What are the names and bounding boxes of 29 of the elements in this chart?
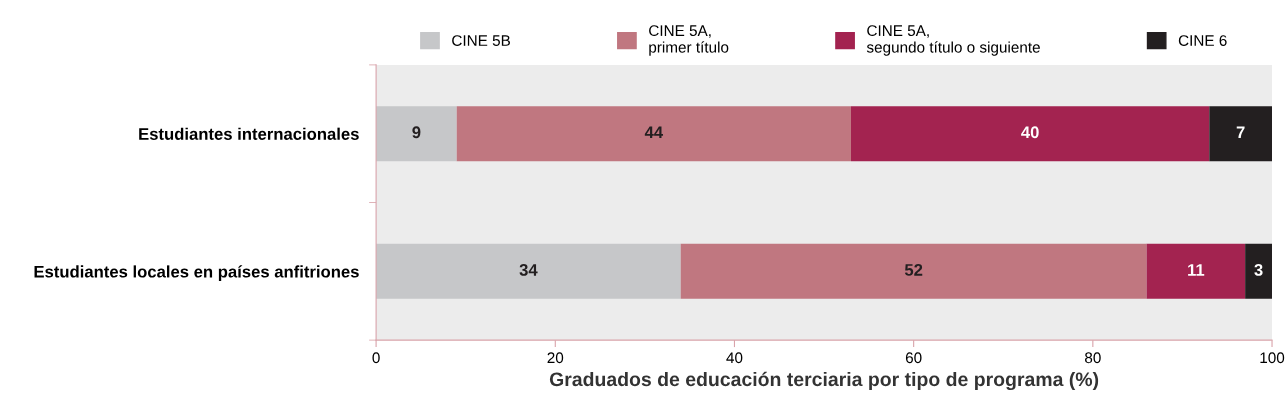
data-label: 40 — [1021, 126, 1039, 139]
x-tick-label: 0 — [372, 352, 380, 364]
y-tick-label: Estudiantes locales en países anfitriones — [34, 265, 359, 281]
y-tick-label: Estudiantes internacionales — [139, 127, 359, 140]
legend-label: CINE 5A, segundo título o siguiente — [866, 25, 1040, 56]
data-label: 52 — [904, 263, 923, 276]
legend-label: CINE 5A, primer título — [649, 25, 729, 56]
legend-label: CINE 5B — [452, 35, 510, 46]
x-tick-label: 40 — [726, 352, 743, 364]
data-label: 7 — [1236, 126, 1245, 139]
x-tick-label: 100 — [1260, 352, 1285, 364]
bar — [1146, 243, 1246, 299]
legend-label: CINE 6 — [1178, 35, 1227, 46]
bar — [1209, 106, 1273, 162]
data-label: 44 — [644, 126, 664, 139]
x-tick-label: 20 — [547, 352, 564, 364]
x-axis-title: Graduados de educación terciaria por tipo de programa (%) — [549, 371, 1099, 391]
x-tick-label: 80 — [1085, 352, 1101, 364]
data-label: 3 — [1254, 263, 1263, 276]
bar — [456, 106, 851, 162]
data-label: 11 — [1188, 264, 1205, 276]
bar — [376, 106, 457, 162]
bar — [680, 243, 1147, 299]
data-label: 9 — [412, 126, 421, 139]
bar — [376, 243, 681, 299]
bar — [850, 106, 1210, 162]
bar — [1245, 243, 1273, 299]
data-label: 34 — [519, 263, 538, 276]
x-tick-label: 60 — [905, 352, 922, 364]
